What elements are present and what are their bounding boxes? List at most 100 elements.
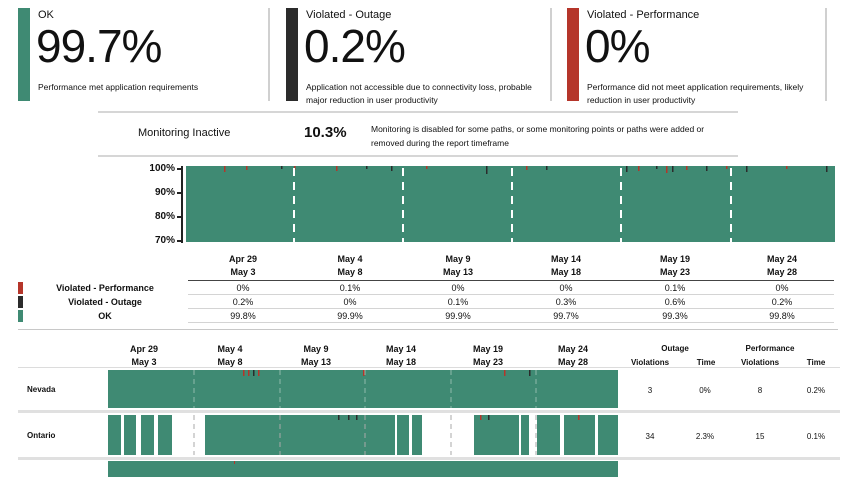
kpi-performance-color-bar bbox=[567, 8, 579, 101]
location-period-header: May 14 May 18 bbox=[385, 344, 417, 367]
monitoring-segment bbox=[158, 415, 172, 455]
performance-spike bbox=[426, 166, 428, 169]
table-cell: 0% bbox=[236, 283, 250, 293]
performance-spike bbox=[726, 166, 728, 169]
period-header: May 9 May 13 bbox=[442, 254, 474, 277]
performance-spike bbox=[666, 166, 668, 173]
outage-spike bbox=[672, 166, 674, 172]
table-cell: 0% bbox=[451, 283, 465, 293]
outage-spike bbox=[391, 166, 393, 171]
outage-violations-header: Violations bbox=[630, 358, 670, 367]
outage-header: Outage bbox=[661, 344, 689, 353]
kpi-outage-label: Violated - Outage bbox=[306, 9, 392, 21]
table-cell: 0.1% bbox=[339, 283, 361, 293]
outage-time: 2.3% bbox=[695, 432, 715, 441]
outage-spike bbox=[746, 166, 748, 172]
table-cell: 0.2% bbox=[771, 297, 793, 307]
kpi-separator bbox=[268, 8, 270, 101]
outage-time-header: Time bbox=[696, 358, 716, 367]
kpi-ok-label: OK bbox=[38, 9, 54, 21]
location-row-rule bbox=[18, 367, 840, 368]
location-timeline bbox=[108, 370, 618, 408]
y-tick-label: 70% bbox=[154, 235, 175, 246]
location-name[interactable]: Nevada bbox=[27, 385, 56, 394]
y-tick bbox=[177, 240, 182, 242]
performance-violations: 15 bbox=[755, 432, 765, 441]
kpi-performance-value: 0% bbox=[585, 20, 650, 72]
period-header: Apr 29 May 3 bbox=[228, 254, 257, 277]
kpi-ok-color-bar bbox=[18, 8, 30, 101]
performance-violations: 8 bbox=[757, 386, 763, 395]
kpi-performance: Violated - Performance 0% Performance di… bbox=[567, 8, 827, 105]
monitoring-segment bbox=[205, 415, 395, 455]
table-rule bbox=[188, 308, 834, 309]
location-period-header: Apr 29 May 3 bbox=[129, 344, 158, 367]
performance-time-header: Time bbox=[806, 358, 826, 367]
performance-spike bbox=[578, 415, 580, 420]
kpi-ok-desc: Performance met application requirements bbox=[38, 82, 199, 92]
table-cell: 0.3% bbox=[555, 297, 577, 307]
outage-spike bbox=[706, 166, 708, 171]
table-cell: 0.6% bbox=[664, 297, 686, 307]
y-tick bbox=[177, 216, 182, 218]
performance-spike bbox=[243, 370, 245, 376]
outage-spike bbox=[281, 166, 283, 169]
performance-time: 0.2% bbox=[806, 386, 826, 395]
monitoring-segment bbox=[412, 415, 422, 455]
table-cell: 0.1% bbox=[664, 283, 686, 293]
monitoring-segment bbox=[474, 415, 519, 455]
table-cell: 0% bbox=[343, 297, 357, 307]
outage-time: 0% bbox=[699, 386, 711, 395]
table-cell: 99.8% bbox=[230, 311, 256, 321]
performance-spike bbox=[224, 166, 226, 172]
performance-spike bbox=[258, 370, 260, 376]
kpi-outage: Violated - Outage 0.2% Application not a… bbox=[286, 8, 552, 105]
monitoring-segment bbox=[564, 415, 595, 455]
location-period-header: May 9 May 13 bbox=[300, 344, 332, 367]
period-header: May 14 May 18 bbox=[550, 254, 582, 277]
kpi-outage-value: 0.2% bbox=[304, 20, 406, 72]
outage-spike bbox=[366, 166, 368, 169]
legend-chip-outage bbox=[18, 296, 23, 308]
kpi-outage-color-bar bbox=[286, 8, 298, 101]
table-cell: 99.3% bbox=[662, 311, 688, 321]
table-cell: 0.1% bbox=[447, 297, 469, 307]
monitoring-segment bbox=[521, 415, 529, 455]
performance-spike bbox=[248, 370, 250, 376]
location-period-header: May 4 May 8 bbox=[217, 344, 243, 367]
location-period-header: May 24 May 28 bbox=[557, 344, 589, 367]
legend-chip-performance bbox=[18, 282, 23, 294]
performance-spike bbox=[786, 166, 788, 169]
outage-spike bbox=[356, 415, 358, 420]
week-dividers bbox=[293, 168, 732, 242]
performance-spike bbox=[504, 370, 506, 376]
y-tick-label: 90% bbox=[154, 187, 175, 198]
y-tick bbox=[177, 168, 182, 170]
location-timeline bbox=[108, 415, 618, 455]
kpi-separator bbox=[550, 8, 552, 101]
row-label-performance: Violated - Performance bbox=[56, 283, 154, 293]
kpi-performance-desc: Performance did not meet application req… bbox=[587, 82, 804, 105]
period-header: May 19 May 23 bbox=[659, 254, 691, 277]
outage-spike bbox=[656, 166, 658, 169]
performance-spike bbox=[526, 166, 528, 170]
monitoring-inactive-desc: Monitoring is disabled for some paths, o… bbox=[371, 124, 705, 148]
monitoring-segment bbox=[397, 415, 409, 455]
kpi-ok: OK 99.7% Performance met application req… bbox=[18, 8, 270, 101]
performance-spike bbox=[686, 166, 688, 170]
kpi-outage-desc: Application not accessible due to connec… bbox=[306, 82, 532, 105]
monitoring-segment bbox=[537, 415, 560, 455]
outage-spike bbox=[253, 370, 255, 376]
table-cell: 0% bbox=[775, 283, 789, 293]
monitoring-segment bbox=[124, 415, 136, 455]
outage-violations: 34 bbox=[645, 432, 655, 441]
performance-spike bbox=[638, 166, 640, 171]
outage-spike bbox=[338, 415, 340, 420]
location-name[interactable]: Ontario bbox=[27, 431, 56, 440]
monitoring-segment bbox=[598, 415, 618, 455]
period-header: May 4 May 8 bbox=[337, 254, 363, 277]
table-cell: 0% bbox=[559, 283, 573, 293]
kpi-performance-label: Violated - Performance bbox=[587, 9, 700, 21]
outage-spike bbox=[529, 370, 531, 376]
outage-spike bbox=[546, 166, 548, 170]
